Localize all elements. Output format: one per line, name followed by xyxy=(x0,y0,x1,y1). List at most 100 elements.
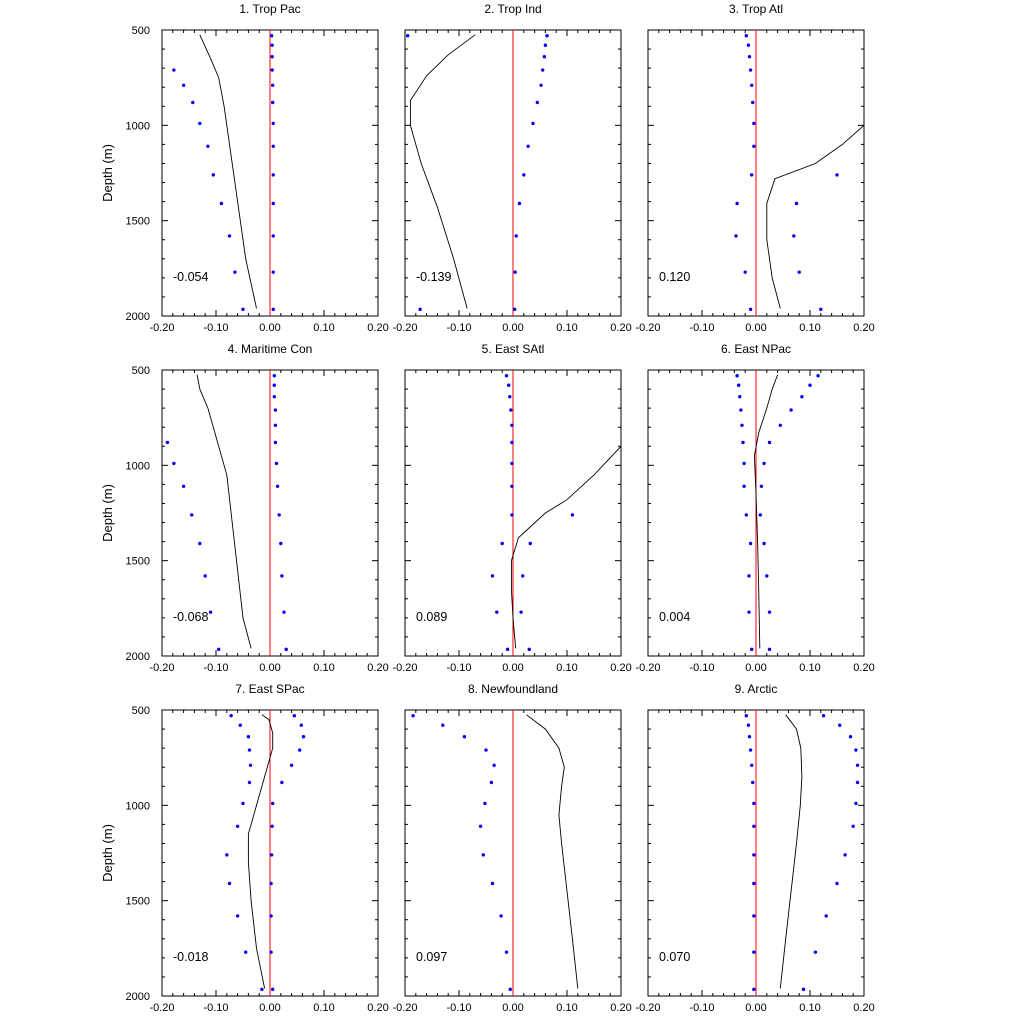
panel-annotation: 0.004 xyxy=(659,610,690,624)
data-point xyxy=(462,734,467,739)
profile-line xyxy=(526,714,579,989)
x-tick-label: 0.00 xyxy=(745,1002,766,1014)
panel-title: 5. East SAtl xyxy=(482,342,545,356)
data-point xyxy=(280,574,284,578)
data-point xyxy=(855,763,860,767)
series-group xyxy=(490,374,621,652)
data-point xyxy=(535,100,539,105)
data-point xyxy=(528,541,532,546)
x-tick-label: 0.10 xyxy=(556,662,577,674)
x-tick-label: -0.20 xyxy=(149,1002,174,1014)
data-point xyxy=(418,307,422,312)
data-point xyxy=(181,484,186,489)
data-point xyxy=(843,853,847,857)
data-point xyxy=(270,68,274,72)
x-tick-label: -0.10 xyxy=(446,662,471,674)
data-point xyxy=(751,780,755,785)
data-point xyxy=(191,100,195,105)
series-group xyxy=(734,34,864,312)
y-tick-label: 1500 xyxy=(126,896,150,908)
data-point xyxy=(198,541,202,546)
data-point xyxy=(271,234,275,238)
data-point xyxy=(506,383,511,387)
data-point xyxy=(527,647,531,652)
panel-1: 500 1000 1500 2000-0.20 -0.10 0.00 0.10 0.20 1. … xyxy=(100,2,389,334)
data-point xyxy=(269,881,273,886)
data-point xyxy=(821,714,826,718)
y-tick-label: 1000 xyxy=(126,460,150,472)
x-tick-label: 0.20 xyxy=(610,322,631,334)
x-tick-label: -0.10 xyxy=(689,322,714,334)
data-point xyxy=(735,374,739,378)
data-point xyxy=(854,748,858,752)
x-tick-label: -0.20 xyxy=(635,322,660,334)
data-point xyxy=(301,734,306,739)
data-point xyxy=(794,201,799,206)
y-axis-label: Depth (m) xyxy=(100,144,115,202)
data-point xyxy=(813,950,818,954)
data-point xyxy=(531,121,535,126)
data-point xyxy=(752,987,756,992)
data-point xyxy=(752,914,756,918)
x-tick-label: 0.10 xyxy=(313,322,334,334)
x-tick-label: 0.20 xyxy=(367,322,388,334)
data-point xyxy=(500,541,504,546)
series-group xyxy=(411,714,579,992)
data-point xyxy=(792,234,796,238)
panel-title: 8. Newfoundland xyxy=(468,682,558,696)
data-point xyxy=(744,34,748,38)
series-group xyxy=(165,374,288,652)
panel-annotation: -0.054 xyxy=(173,270,208,284)
series-group xyxy=(225,714,306,992)
x-tick-label: 0.10 xyxy=(799,1002,820,1014)
data-point xyxy=(522,173,526,177)
data-point xyxy=(247,780,252,785)
data-point xyxy=(270,54,274,59)
data-point xyxy=(172,461,176,466)
data-point xyxy=(269,853,274,857)
panel-7: 500 1000 1500 2000-0.20 -0.10 0.00 0.10 0.20 7. … xyxy=(100,682,389,1014)
y-tick-label: 500 xyxy=(132,365,150,377)
x-tick-label: 0.10 xyxy=(556,1002,577,1014)
data-point xyxy=(292,714,296,718)
x-tick-label: -0.10 xyxy=(446,1002,471,1014)
series-group xyxy=(735,374,820,652)
data-point xyxy=(483,801,487,806)
data-point xyxy=(765,574,769,578)
data-point xyxy=(271,270,275,274)
x-tick-label: 0.00 xyxy=(745,662,766,674)
data-point xyxy=(406,34,410,38)
panel-3: -0.20 -0.10 0.00 0.10 0.20 3. Trop Atl 0.120 xyxy=(635,2,874,334)
data-point xyxy=(746,723,751,727)
data-point xyxy=(271,83,275,87)
data-point xyxy=(270,43,274,47)
panel-9: -0.20 -0.10 0.00 0.10 0.20 9. Arctic 0.070 xyxy=(635,682,874,1014)
x-tick-label: 0.20 xyxy=(610,662,631,674)
data-point xyxy=(752,121,756,126)
data-point xyxy=(734,234,738,238)
series-group xyxy=(406,34,549,312)
data-point xyxy=(508,987,512,992)
x-tick-label: 0.10 xyxy=(313,1002,334,1014)
data-point xyxy=(740,423,744,427)
data-point xyxy=(271,201,275,206)
x-tick-label: -0.10 xyxy=(689,1002,714,1014)
data-point xyxy=(298,748,302,752)
data-point xyxy=(749,173,754,177)
data-point xyxy=(742,484,746,489)
panel-title: 4. Maritime Con xyxy=(228,342,313,356)
profile-line xyxy=(766,124,864,309)
panel-annotation: -0.018 xyxy=(173,950,208,964)
data-point xyxy=(747,734,752,739)
x-tick-label: 0.00 xyxy=(502,322,523,334)
data-point xyxy=(824,914,828,918)
data-point xyxy=(247,748,252,752)
data-point xyxy=(206,144,210,149)
x-tick-label: -0.10 xyxy=(203,662,228,674)
panel-2: -0.20 -0.10 0.00 0.10 0.20 2. Trop Ind -0.139 xyxy=(392,2,631,334)
data-point xyxy=(275,484,280,489)
data-point xyxy=(274,461,279,466)
data-point xyxy=(227,881,232,886)
panel-annotation: -0.139 xyxy=(416,270,451,284)
